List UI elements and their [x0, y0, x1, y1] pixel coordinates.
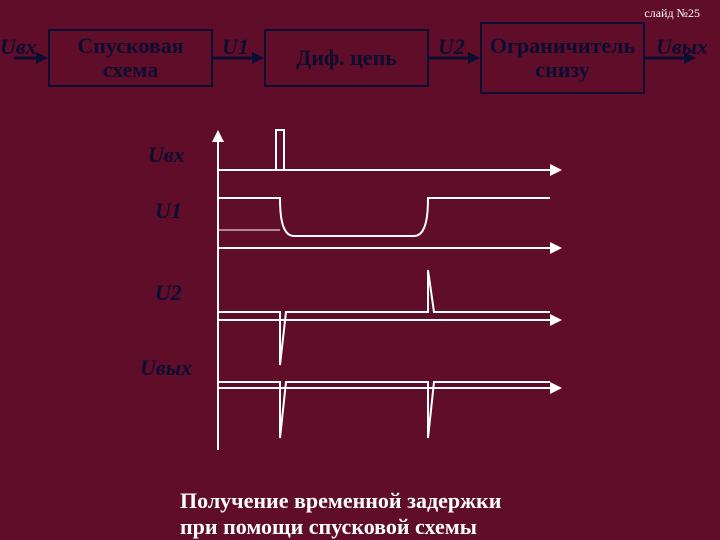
slide-canvas: слайд №25 Спусковая схема Диф. цепь Огра…: [0, 0, 720, 540]
diagram-svg: [0, 0, 720, 540]
